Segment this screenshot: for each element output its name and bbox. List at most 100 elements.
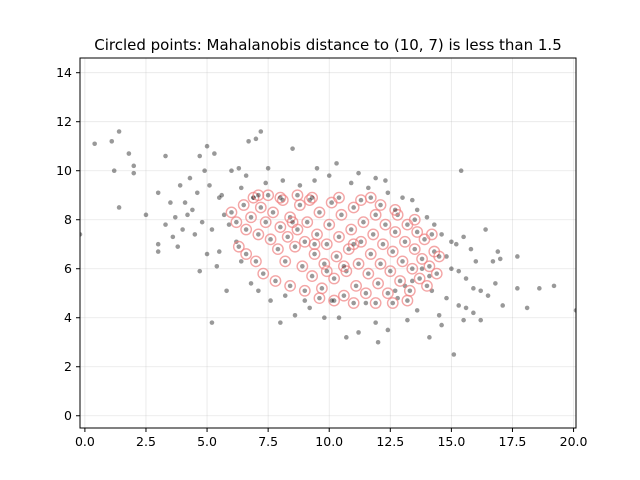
- data-points: [80, 129, 576, 357]
- scatter-point: [221, 212, 227, 218]
- scatter-point-circled: [265, 192, 271, 198]
- scatter-point-circled: [373, 212, 378, 218]
- scatter-point: [194, 190, 200, 196]
- scatter-point: [439, 322, 444, 328]
- highlight-ring: [367, 228, 380, 241]
- scatter-point: [297, 183, 303, 188]
- scatter-point: [456, 303, 462, 308]
- highlight-ring: [328, 272, 341, 285]
- scatter-point: [336, 315, 342, 321]
- scatter-point: [400, 195, 405, 200]
- scatter-point-circled: [375, 281, 381, 286]
- scatter-point: [524, 305, 530, 311]
- highlight-ring: [374, 199, 387, 211]
- scatter-point: [414, 308, 420, 313]
- scatter-point-circled: [278, 195, 283, 200]
- highlight-ring: [232, 240, 245, 253]
- scatter-point: [199, 219, 205, 225]
- scatter-point-circled: [278, 224, 283, 230]
- scatter-point-circled: [368, 251, 374, 257]
- scatter-point: [177, 183, 183, 188]
- x-tick-label: 20.0: [560, 434, 588, 449]
- highlight-ring: [347, 297, 360, 309]
- scatter-point: [280, 178, 286, 183]
- scatter-point-circled: [312, 251, 317, 257]
- scatter-point: [263, 180, 268, 186]
- scatter-point-circled: [405, 222, 410, 227]
- scatter-point-circled: [390, 249, 396, 254]
- scatter-point-circled: [317, 210, 322, 215]
- scatter-point-circled: [390, 300, 396, 306]
- scatter-point: [216, 249, 222, 254]
- scatter-point: [356, 330, 361, 335]
- scatter-point-circled: [366, 271, 371, 276]
- highlight-ring: [345, 223, 358, 236]
- scatter-point: [431, 222, 437, 227]
- scatter-point-circled: [287, 283, 293, 289]
- scatter-point: [453, 241, 459, 247]
- scatter-point-circled: [388, 268, 393, 274]
- scatter-point-circled: [370, 232, 376, 237]
- scatter-point-circled: [336, 195, 342, 200]
- scatter-point: [92, 141, 97, 147]
- scatter-point-circled: [409, 266, 415, 272]
- scatter-point: [495, 249, 501, 254]
- highlight-ring: [318, 257, 331, 270]
- scatter-point: [385, 327, 391, 333]
- highlight-ring: [413, 272, 426, 285]
- highlight-ring: [359, 287, 372, 300]
- scatter-point-circled: [434, 271, 440, 276]
- highlight-ring: [381, 287, 394, 300]
- scatter-point: [204, 251, 210, 257]
- scatter-point: [392, 288, 398, 294]
- scatter-point: [185, 212, 190, 218]
- highlight-ring: [396, 255, 409, 268]
- highlight-ring: [225, 206, 238, 219]
- scatter-point-circled: [424, 283, 430, 289]
- highlight-ring: [298, 284, 311, 297]
- scatter-point-circled: [243, 227, 249, 232]
- scatter-point-circled: [300, 263, 305, 269]
- highlight-ring: [284, 279, 297, 292]
- y-tick-label: 14: [56, 65, 72, 80]
- scatter-point: [444, 295, 449, 301]
- highlight-ring: [406, 262, 419, 275]
- scatter-point: [385, 190, 391, 196]
- scatter-point: [204, 143, 210, 149]
- highlight-ring: [301, 216, 314, 229]
- scatter-point: [485, 293, 491, 298]
- scatter-point: [109, 139, 115, 144]
- highlight-ring: [355, 235, 367, 248]
- highlight-ring: [350, 279, 362, 292]
- highlight-ring: [377, 238, 389, 251]
- scatter-point-circled: [282, 259, 288, 264]
- scatter-point: [170, 234, 176, 240]
- highlight-ring: [386, 245, 399, 258]
- scatter-point-circled: [339, 212, 344, 218]
- scatter-point: [356, 170, 361, 176]
- scatter-point: [238, 185, 244, 191]
- y-tick-label: 6: [64, 261, 72, 276]
- scatter-point: [314, 165, 320, 171]
- highlight-ring: [254, 201, 267, 214]
- x-tick-label: 10.0: [315, 434, 343, 449]
- highlight-ring: [279, 255, 292, 268]
- scatter-point-circled: [229, 210, 234, 215]
- scatter-point-circled: [312, 241, 317, 247]
- scatter-point: [461, 317, 466, 323]
- highlight-ring: [394, 275, 406, 287]
- y-tick-label: 4: [64, 310, 72, 325]
- scatter-point: [197, 268, 203, 274]
- scatter-point-circled: [378, 202, 383, 208]
- scatter-point: [256, 288, 261, 294]
- scatter-point-circled: [314, 232, 320, 237]
- scatter-point: [322, 315, 327, 321]
- scatter-point: [168, 200, 173, 205]
- scatter-point: [427, 335, 432, 340]
- scatter-point: [537, 286, 542, 291]
- scatter-point-circled: [329, 200, 334, 205]
- scatter-point: [175, 244, 181, 249]
- highlight-ring: [374, 257, 387, 270]
- scatter-point: [216, 195, 222, 200]
- scatter-point: [490, 259, 496, 264]
